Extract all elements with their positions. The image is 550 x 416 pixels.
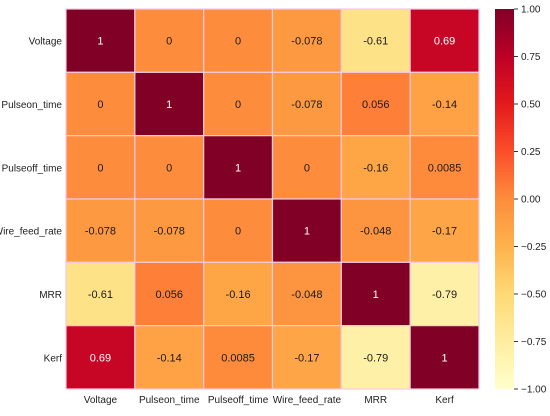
y-axis-tick-labels: Voltage Pulseon_time Pulseoff_time Wire_fee… [0,37,62,365]
heatmap-cell-label: 0 [235,99,241,111]
heatmap-cell-label: 0 [97,99,103,111]
x-axis-tick-labels: Voltage Pulseon_time Pulseoff_time Wire_fee… [84,395,454,406]
heatmap-cell-label: 0 [304,162,310,174]
heatmap-cell-label: 1 [235,162,241,174]
heatmap-cell-label: -0.17 [432,226,457,238]
heatmap-cell [65,325,136,390]
heatmap-cell [409,71,480,137]
heatmap-cells [65,8,480,390]
y-tick-label: Pulseoff_time [2,163,63,174]
heatmap-cell-label: -0.078 [291,36,322,48]
heatmap-cell-label: 1 [166,99,172,111]
heatmap-cell [65,261,136,327]
heatmap-cell [271,325,342,390]
heatmap-cell [340,198,411,263]
colorbar: 1.00 0.75 0.50 0.25 0.00 −0.25 −0.50 −0.75 −1.00 [495,5,547,396]
colorbar-tick-label: −0.50 [521,290,547,301]
heatmap-cell-label: -0.61 [88,289,113,301]
y-tick-label: Pulseon_time [1,100,62,111]
colorbar-tick-label: 0.00 [521,195,541,206]
heatmap-cell-label: -0.16 [363,162,388,174]
x-tick-label: Kerf [435,395,454,406]
heatmap-cell-label: 0 [235,36,241,48]
heatmap-cell-label: 1 [97,36,103,48]
heatmap-cell [409,325,480,390]
colorbar-tick-label: −1.00 [521,385,547,396]
colorbar-tick-label: 0.75 [521,52,541,63]
heatmap-cell-label: -0.79 [432,289,457,301]
heatmap-cell [134,135,205,200]
heatmap-cell [134,71,205,137]
heatmap-cell [203,261,274,327]
heatmap-cell [203,198,274,263]
heatmap-cell [65,8,136,73]
y-tick-label: Voltage [29,37,63,48]
heatmap-cell-label: 0.0085 [221,352,255,364]
heatmap-cell-label: -0.14 [432,99,457,111]
x-tick-label: Pulseoff_time [208,395,269,406]
colorbar-tick-label: −0.75 [521,337,547,348]
colorbar-tick-label: 0.50 [521,100,541,111]
colorbar-ticks: 1.00 0.75 0.50 0.25 0.00 −0.25 −0.50 −0.75 −1.00 [514,5,547,396]
heatmap-cell [409,261,480,327]
heatmap-cell [134,198,205,263]
heatmap-cell-label: -0.048 [291,289,322,301]
colorbar-tick-label: 1.00 [521,5,541,16]
colorbar-tick-label: −0.25 [521,242,547,253]
heatmap-cell [271,71,342,137]
heatmap-cell-label: -0.14 [157,352,182,364]
heatmap-cell-label: 1 [304,226,310,238]
heatmap-cell-label: -0.048 [360,226,391,238]
heatmap-cell-label: -0.078 [291,99,322,111]
y-tick-label: MRR [39,290,62,301]
heatmap-cell [203,8,274,73]
x-tick-label: MRR [364,395,387,406]
heatmap-cell [65,198,136,263]
heatmap-cell-label: 0.69 [434,36,455,48]
heatmap-cell [409,198,480,263]
heatmap-cell-label: -0.078 [154,226,185,238]
heatmap-cell [409,8,480,73]
colorbar-gradient-bar [495,9,514,389]
heatmap-cell-label: 0.69 [90,352,111,364]
y-tick-label: Wire_feed_rate [0,227,62,238]
x-tick-label: Voltage [84,395,118,406]
heatmap-cell [271,198,342,263]
heatmap-cell-label: -0.16 [226,289,251,301]
heatmap-cell [134,8,205,73]
heatmap-cell-labels: 1 0 0 -0.078 -0.61 0.69 0 1 0 -0.078 0.056 -0.14 0 0 1… [85,36,462,365]
heatmap-cell [340,261,411,327]
heatmap-cell-label: -0.078 [85,226,116,238]
x-tick-label: Wire_feed_rate [273,395,342,406]
heatmap-cell-label: 0.056 [362,99,390,111]
heatmap-cell-label: 1 [442,352,448,364]
heatmap-cell-label: 0 [166,36,172,48]
heatmap-cell-label: 0.0085 [428,162,462,174]
y-tick-label: Kerf [44,353,63,364]
heatmap-cell [271,261,342,327]
x-tick-label: Pulseon_time [139,395,200,406]
heatmap-cell-label: 0 [97,162,103,174]
heatmap-cell-label: 0 [166,162,172,174]
heatmap-cell [340,325,411,390]
heatmap-cell-label: 1 [373,289,379,301]
heatmap-cell [409,135,480,200]
heatmap-cell [271,135,342,200]
heatmap-cell-label: -0.17 [294,352,319,364]
heatmap-cell-label: 0.056 [155,289,183,301]
heatmap-cell [340,135,411,200]
colorbar-tick-label: 0.25 [521,147,541,158]
heatmap-cell-label: 0 [235,226,241,238]
heatmap-cell-label: -0.79 [363,352,388,364]
heatmap-cell-label: -0.61 [363,36,388,48]
